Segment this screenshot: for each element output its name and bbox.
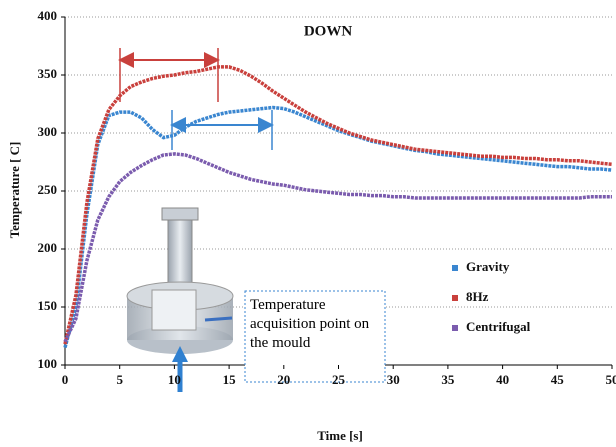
x-tick-label: 25 <box>332 372 346 387</box>
x-tick-label: 20 <box>277 372 290 387</box>
chart-title: DOWN <box>304 23 353 39</box>
legend: Gravity 8Hz Centrifugal <box>452 259 531 334</box>
annotation-box <box>244 290 386 383</box>
y-tick-label: 150 <box>38 298 58 313</box>
y-tick-label: 100 <box>38 356 58 371</box>
y-tick-label: 350 <box>38 66 58 81</box>
legend-marker <box>452 265 458 271</box>
y-tick-label: 400 <box>38 8 58 23</box>
x-tick-label: 15 <box>223 372 237 387</box>
y-tick-label: 200 <box>38 240 58 255</box>
x-tick-label: 30 <box>387 372 400 387</box>
x-tick-label: 0 <box>62 372 69 387</box>
legend-label: 8Hz <box>466 289 489 304</box>
x-tick-label: 5 <box>116 372 123 387</box>
annotation: Temperature acquisition point on the mou… <box>250 297 370 351</box>
annotation-text: Temperature acquisition point on the mou… <box>250 297 370 351</box>
series-line <box>63 152 612 343</box>
x-axis-label: Time [s] <box>317 428 363 443</box>
x-tick-label: 35 <box>441 372 455 387</box>
legend-label: Centrifugal <box>466 319 531 334</box>
legend-marker <box>452 295 458 301</box>
legend-marker <box>452 325 458 331</box>
series-line <box>63 105 613 349</box>
x-tick-label: 10 <box>168 372 181 387</box>
x-tick-label: 45 <box>551 372 565 387</box>
x-tick-label: 40 <box>496 372 509 387</box>
legend-label: Gravity <box>466 259 510 274</box>
plot <box>63 65 613 349</box>
y-tick-label: 250 <box>38 182 58 197</box>
y-axis-label: Temperature [ C] <box>7 142 22 239</box>
mould-illustration <box>126 207 234 392</box>
y-tick-label: 300 <box>38 124 58 139</box>
series-line <box>63 65 613 345</box>
x-tick-label: 50 <box>606 372 616 387</box>
